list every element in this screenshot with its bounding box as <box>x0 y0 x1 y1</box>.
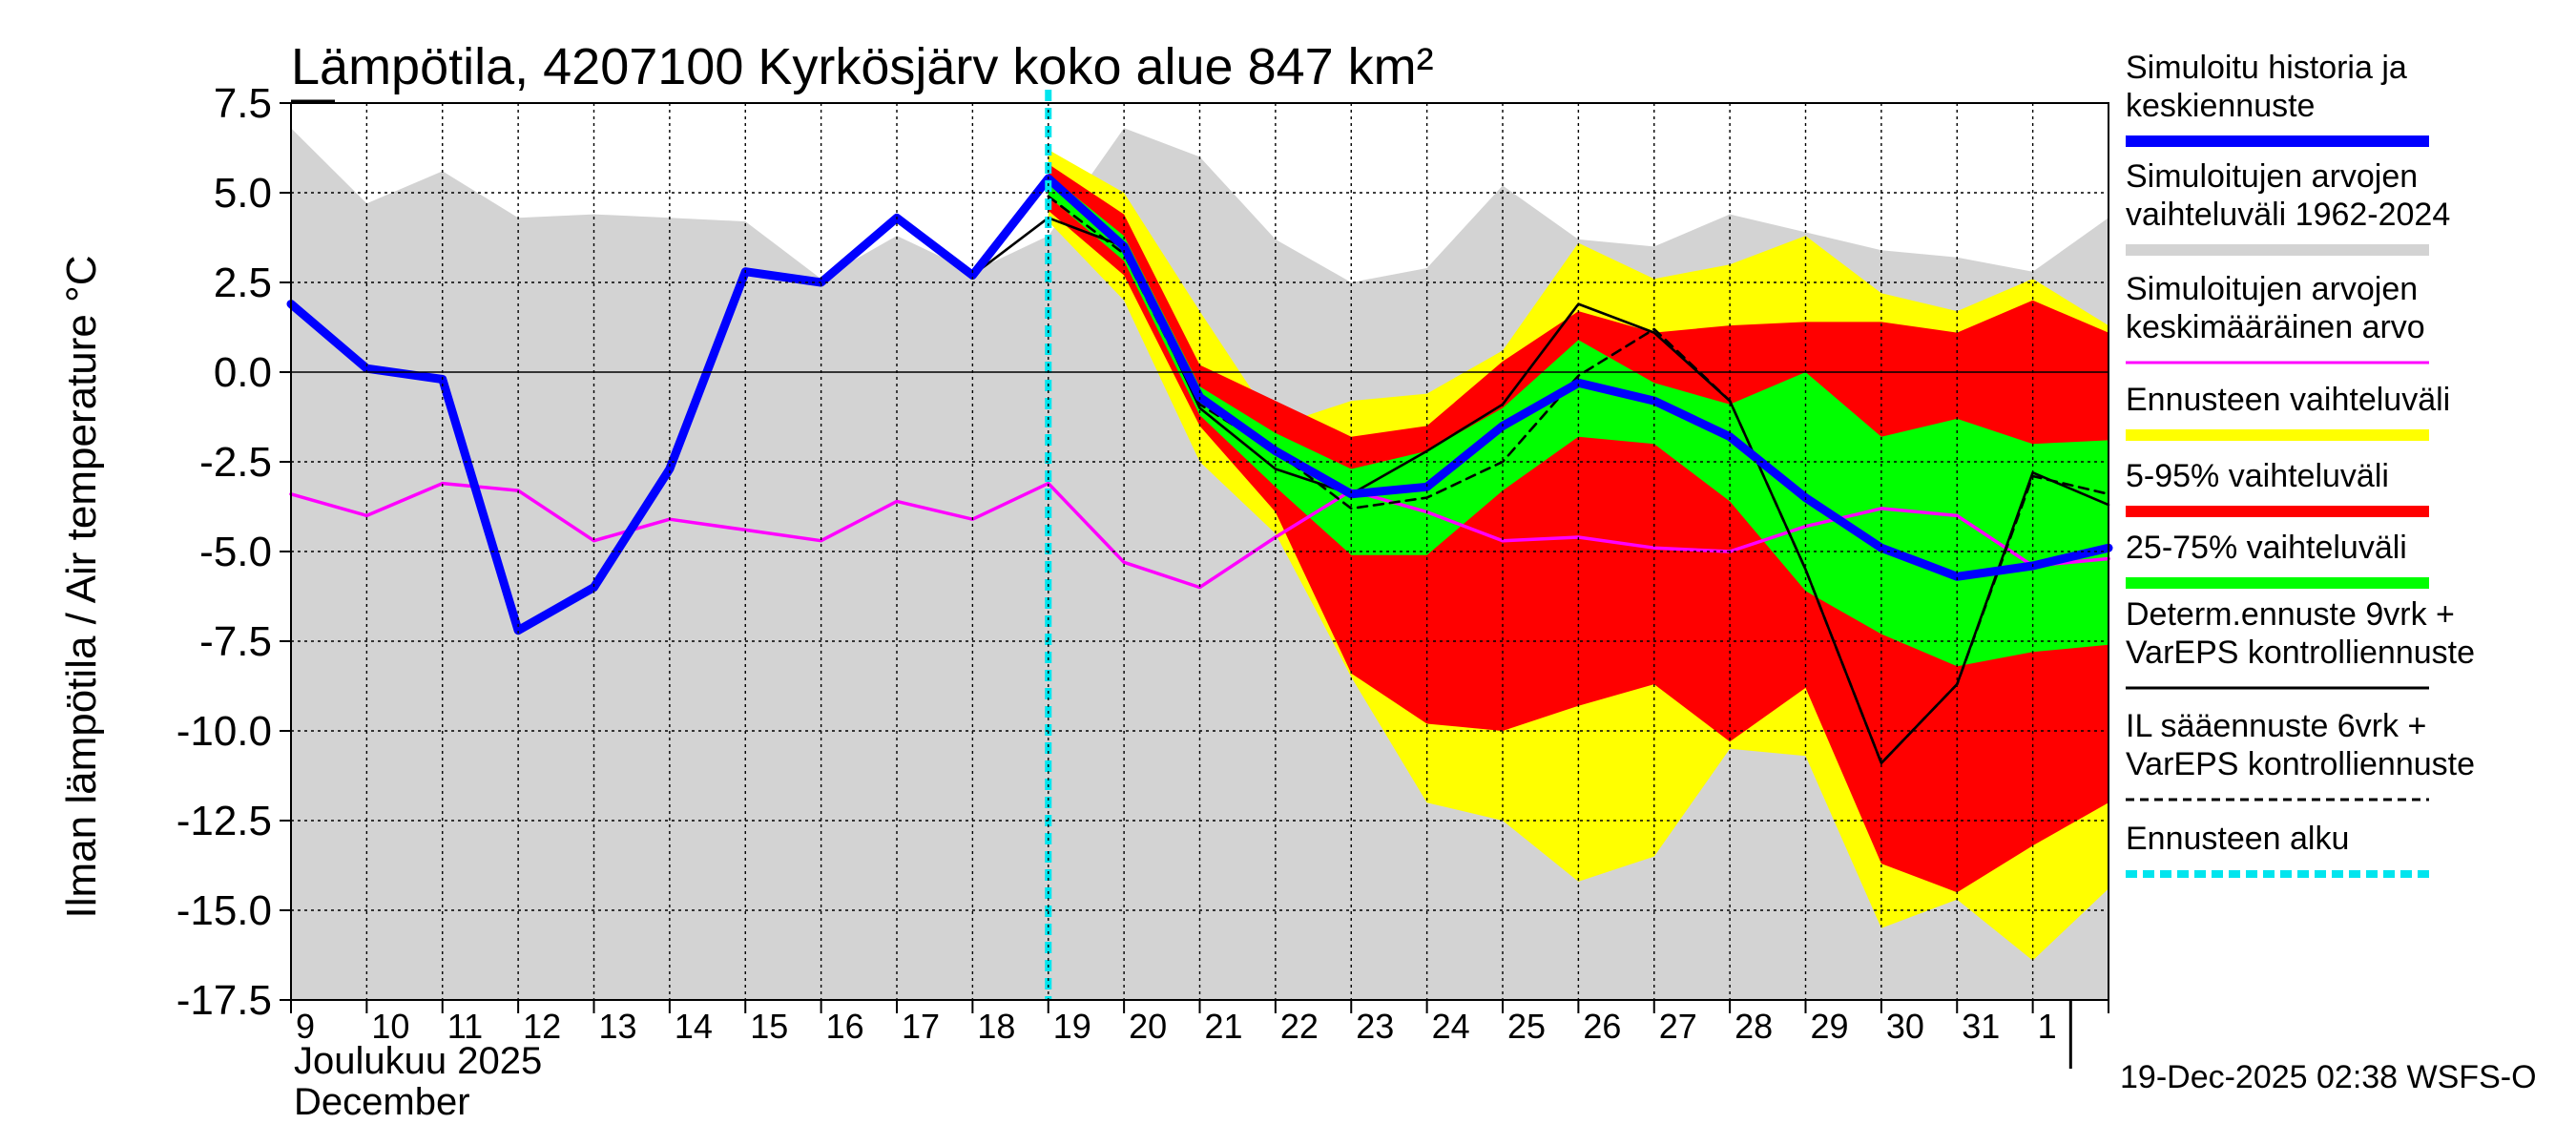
y-tick-label: -10.0 <box>177 708 272 755</box>
y-tick-label: -12.5 <box>177 798 272 844</box>
legend-label: keskimääräinen arvo <box>2126 309 2425 345</box>
legend-label: Ennusteen vaihteluväli <box>2126 382 2450 418</box>
x-tick-label: 27 <box>1659 1007 1697 1046</box>
x-tick-label: 22 <box>1280 1007 1319 1046</box>
band-range-5-95 <box>1048 163 2109 893</box>
x-tick-label: 1 <box>2038 1007 2057 1046</box>
y-axis-label: Ilman lämpötila / Air temperature °C <box>58 256 105 919</box>
legend-label: Ennusteen alku <box>2126 821 2349 857</box>
y-tick-label: -17.5 <box>177 977 272 1024</box>
x-tick-label: 21 <box>1205 1007 1243 1046</box>
legend-label: Simuloitujen arvojen <box>2126 271 2418 307</box>
legend-label: vaihteluväli 1962-2024 <box>2126 197 2450 233</box>
y-tick-label: -7.5 <box>199 618 272 665</box>
y-tick-label: 0.0 <box>214 349 272 396</box>
x-tick-label: 25 <box>1507 1007 1546 1046</box>
y-tick-label: 2.5 <box>214 260 272 306</box>
x-tick-label: 15 <box>750 1007 788 1046</box>
x-tick-label: 18 <box>977 1007 1015 1046</box>
x-tick-label: 23 <box>1356 1007 1394 1046</box>
y-axis-ticks: 7.5 5.0 2.5 0.0 -2.5 -5.0 -7.5 -10.0 -12.5 -15.0 -… <box>177 80 335 1024</box>
x-tick-label: 10 <box>371 1007 409 1046</box>
y-tick-label: 5.0 <box>214 170 272 217</box>
x-tick-label: 14 <box>675 1007 713 1046</box>
legend-label: VarEPS kontrolliennuste <box>2126 635 2475 671</box>
x-axis-month-label-en: December <box>294 1081 470 1123</box>
x-tick-label: 19 <box>1053 1007 1091 1046</box>
legend-label: Simuloitu historia ja <box>2126 50 2407 86</box>
legend-label: VarEPS kontrolliennuste <box>2126 746 2475 782</box>
x-tick-label: 26 <box>1583 1007 1621 1046</box>
x-tick-label: 16 <box>826 1007 864 1046</box>
legend-label: keskiennuste <box>2126 88 2315 124</box>
x-axis-ticks: 9 10 11 12 13 14 15 16 17 18 19 20 21 22 23 24 25 26 27 28 2… <box>290 1000 2109 1069</box>
band-range-25-75 <box>1048 175 2109 667</box>
legend-label: Simuloitujen arvojen <box>2126 158 2418 195</box>
x-tick-label: 29 <box>1811 1007 1849 1046</box>
x-tick-label: 11 <box>447 1007 483 1046</box>
legend-label: 5-95% vaihteluväli <box>2126 458 2389 494</box>
x-tick-label: 24 <box>1432 1007 1470 1046</box>
x-tick-label: 28 <box>1735 1007 1773 1046</box>
x-tick-label: 31 <box>1962 1007 2000 1046</box>
x-tick-label: 17 <box>902 1007 940 1046</box>
x-axis-month-label: Joulukuu 2025 <box>294 1040 542 1082</box>
x-tick-label: 30 <box>1886 1007 1924 1046</box>
chart-title: Lämpötila, 4207100 Kyrkösjärv koko alue … <box>291 38 1434 95</box>
x-tick-label: 20 <box>1129 1007 1167 1046</box>
legend-label: Determ.ennuste 9vrk + <box>2126 596 2455 633</box>
x-tick-label: 9 <box>296 1007 315 1046</box>
x-tick-label: 12 <box>523 1007 561 1046</box>
y-tick-label: -2.5 <box>199 439 272 486</box>
y-tick-label: -15.0 <box>177 887 272 934</box>
timestamp: 19-Dec-2025 02:38 WSFS-O <box>2120 1059 2537 1095</box>
y-tick-label: 7.5 <box>214 80 272 127</box>
x-tick-label: 13 <box>599 1007 637 1046</box>
y-tick-label: -5.0 <box>199 529 272 575</box>
legend-label: 25-75% vaihteluväli <box>2126 530 2407 566</box>
legend-label: IL sääennuste 6vrk + <box>2126 708 2426 744</box>
